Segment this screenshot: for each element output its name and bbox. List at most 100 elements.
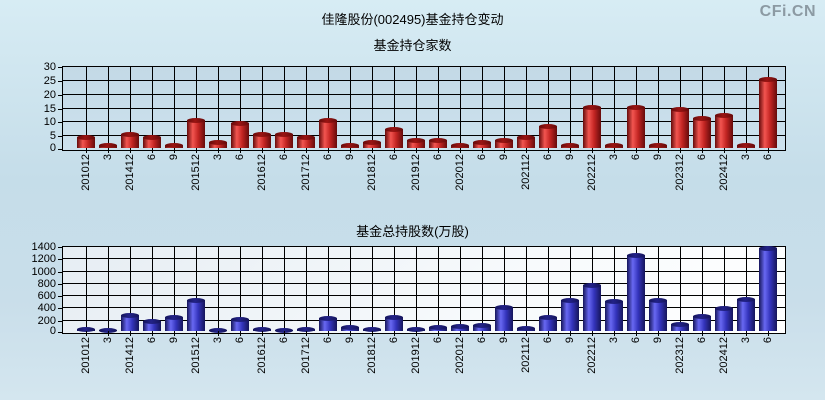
x-axis-tick — [306, 331, 307, 336]
x-axis-tick-label: 9 — [652, 337, 664, 344]
y-axis-tick-label: 25 — [43, 74, 56, 87]
bar-top-cap — [319, 118, 337, 124]
bar-top-cap — [583, 282, 601, 288]
bar-top-cap — [341, 143, 359, 149]
bar-top-cap — [759, 76, 777, 82]
bar-top-cap — [319, 316, 337, 322]
x-gridline — [130, 247, 131, 333]
bar-202212 — [583, 282, 601, 331]
bar-6 — [473, 322, 491, 331]
y-axis-tick-label: 1400 — [31, 241, 56, 253]
x-axis-tick-label: 3 — [608, 154, 620, 161]
x-axis-tick-label: 6 — [476, 154, 488, 161]
y-axis-tick — [58, 259, 62, 261]
bar-top-cap — [341, 325, 359, 331]
x-axis-tick-label: 9 — [564, 154, 576, 161]
x-gridline — [108, 247, 109, 333]
y-axis-tick-label: 600 — [37, 290, 56, 303]
y-axis-tick-label: 20 — [43, 88, 56, 101]
x-axis-tick-label: 201412 — [124, 337, 136, 374]
bar-201012 — [77, 134, 95, 148]
y-axis-tick-label: 0 — [49, 325, 56, 337]
y-axis-tick-label: 800 — [37, 277, 56, 290]
bar-201012 — [77, 326, 95, 332]
x-axis-tick — [526, 331, 527, 336]
x-gridline — [570, 67, 571, 150]
y-axis-tick — [58, 108, 62, 110]
bar-201812 — [363, 327, 381, 333]
bar-202112 — [517, 134, 535, 148]
x-axis-tick-label: 6 — [542, 337, 554, 344]
cfi-cn-logo: CFi.CN — [759, 3, 816, 20]
y-gridline — [63, 319, 785, 321]
y-axis-tick-label: 1200 — [31, 253, 56, 266]
y-gridline — [63, 282, 785, 284]
bar-top-cap — [605, 143, 623, 149]
x-gridline — [504, 247, 505, 333]
x-axis-tick — [570, 331, 571, 336]
y-axis-tick-label: 30 — [43, 61, 56, 73]
x-gridline — [570, 247, 571, 333]
y-gridline — [63, 270, 785, 272]
bar-6 — [143, 134, 161, 148]
x-axis-tick — [482, 331, 483, 336]
bar-top-cap — [495, 137, 513, 143]
x-gridline — [218, 67, 219, 150]
x-axis-tick-label: 202312 — [674, 337, 686, 374]
x-gridline — [306, 247, 307, 333]
x-gridline — [746, 67, 747, 150]
y-gridline — [63, 307, 785, 309]
bar-top-cap — [451, 324, 469, 330]
x-axis-tick — [636, 148, 637, 153]
x-axis-tick — [218, 331, 219, 336]
x-gridline — [548, 247, 549, 333]
x-axis-tick-label: 202312 — [674, 154, 686, 191]
bar-top-cap — [275, 327, 293, 333]
x-axis-tick — [504, 148, 505, 153]
x-gridline — [438, 67, 439, 150]
x-axis-tick — [438, 331, 439, 336]
x-gridline — [702, 67, 703, 150]
x-axis-tick-label: 6 — [146, 337, 158, 344]
bar-top-cap — [253, 132, 271, 138]
bar-201812 — [363, 140, 381, 148]
x-gridline — [658, 247, 659, 333]
bar-9 — [561, 298, 579, 331]
bar-top-cap — [649, 297, 667, 303]
bar-6 — [539, 123, 557, 148]
x-axis-tick — [724, 148, 725, 153]
x-axis-tick-label: 201512 — [190, 337, 202, 374]
bar-top-cap — [143, 134, 161, 140]
bar-top-cap — [385, 126, 403, 132]
x-axis-tick — [240, 148, 241, 153]
x-gridline — [614, 247, 615, 333]
y-axis-tick — [58, 67, 62, 68]
bar-9 — [649, 297, 667, 331]
x-axis-tick — [680, 331, 681, 336]
x-axis-tick-label: 201612 — [256, 337, 268, 374]
bar-6 — [319, 118, 337, 148]
bar-top-cap — [539, 315, 557, 321]
y-gridline — [63, 107, 785, 109]
bar-top-cap — [715, 112, 733, 118]
bar-9 — [341, 325, 359, 331]
bar-9 — [165, 143, 183, 149]
x-gridline — [614, 67, 615, 150]
bar-top-cap — [759, 246, 777, 252]
bar-top-cap — [187, 118, 205, 124]
x-gridline — [482, 247, 483, 333]
x-axis-tick-label: 6 — [432, 154, 444, 161]
x-axis-tick-label: 3 — [740, 337, 752, 344]
bar-3 — [737, 297, 755, 331]
x-gridline — [372, 67, 373, 150]
bar-top-cap — [275, 132, 293, 138]
x-gridline — [108, 67, 109, 150]
bar-top-cap — [99, 143, 117, 149]
x-axis-tick-label: 202212 — [586, 154, 598, 191]
bar-top-cap — [429, 137, 447, 143]
x-gridline — [328, 67, 329, 150]
x-axis-tick-label: 201712 — [300, 337, 312, 374]
x-axis-tick — [658, 331, 659, 336]
bar-9 — [341, 143, 359, 149]
bar-top-cap — [77, 134, 95, 140]
